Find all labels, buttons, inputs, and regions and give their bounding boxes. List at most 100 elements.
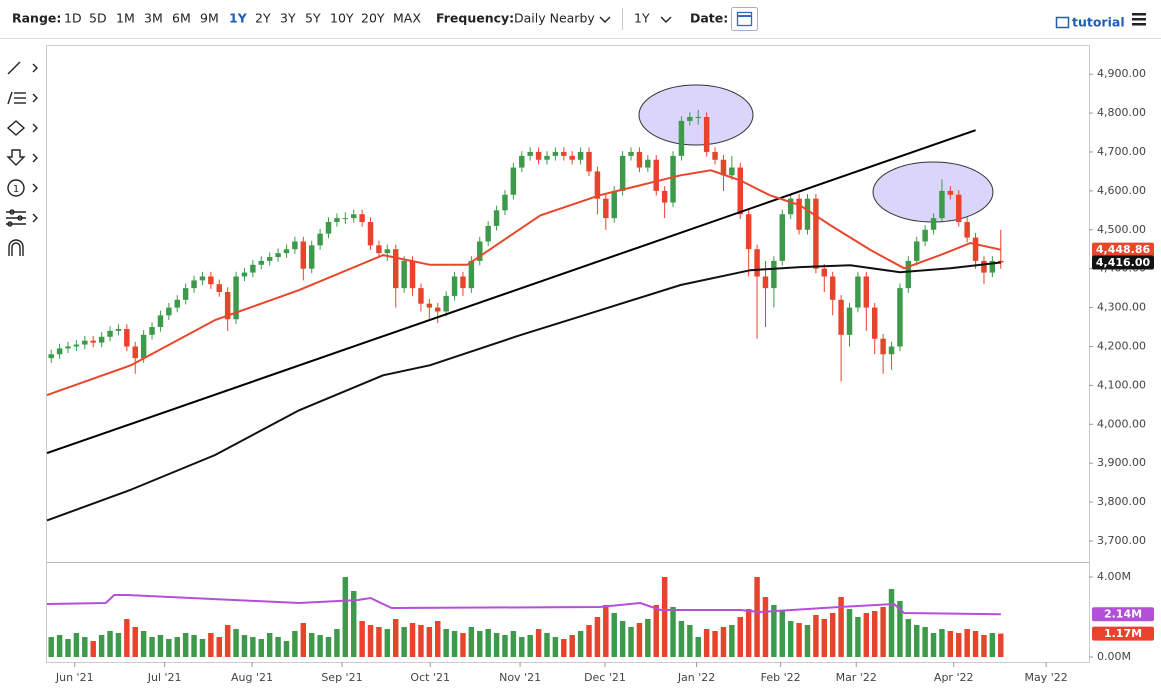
candle-body [73, 344, 80, 347]
volume-bar [863, 613, 870, 657]
tool-expand[interactable] [32, 183, 38, 193]
tool-shape[interactable] [6, 120, 26, 136]
range-button[interactable]: 5D [89, 11, 107, 26]
tool-fib[interactable] [7, 91, 26, 105]
candle-body [409, 260, 416, 289]
dropdown-chevron[interactable] [660, 16, 672, 23]
candle-body [48, 354, 54, 359]
candle-body [115, 328, 122, 331]
volume-bar [855, 617, 861, 657]
candle-body [376, 245, 382, 254]
candle-body [838, 299, 844, 335]
volume-bar [998, 633, 1004, 657]
calendar-icon[interactable] [736, 11, 753, 27]
candle-body [914, 241, 920, 261]
tutorial-link[interactable]: tutorial [1072, 15, 1125, 30]
candle-body [888, 346, 895, 355]
candle-body [191, 280, 197, 289]
volume-bar [922, 627, 928, 657]
volume-bar [544, 633, 550, 657]
candle-body [90, 340, 96, 343]
y-tick-label: 0.00M [1097, 650, 1131, 663]
y-tick-label: 4,800.00 [1097, 106, 1146, 119]
candle-body [787, 198, 794, 215]
tool-measure[interactable] [6, 209, 26, 227]
tool-line[interactable] [7, 61, 21, 75]
tool-arrow[interactable] [6, 149, 26, 166]
frequency-label: Frequency: [436, 11, 514, 26]
volume-bar [157, 635, 164, 657]
candle-body [359, 214, 365, 223]
range-buttons: 1D 5D 1M 3M 6M 9M 1Y 2Y 3Y 5Y 10Y 20Y MA… [64, 11, 421, 26]
volume-bar [460, 633, 466, 657]
volume-bar [384, 629, 391, 657]
volume-bar [191, 635, 197, 657]
tool-expand[interactable] [32, 93, 38, 103]
volume-bar [182, 633, 189, 657]
tool-magnet[interactable] [8, 239, 24, 256]
candle-body [653, 159, 659, 191]
volume-bar [107, 631, 113, 657]
calendar-frame[interactable] [731, 7, 758, 31]
range-button[interactable]: 3Y [280, 11, 296, 26]
range-button[interactable]: 1D [64, 11, 82, 26]
volume-value-label: 1.17M [1104, 627, 1142, 640]
period-select[interactable]: 1Y [634, 11, 650, 26]
candle-body [762, 276, 769, 289]
tool-expand[interactable] [32, 213, 38, 223]
menu-bar[interactable] [1132, 18, 1146, 21]
range-button[interactable]: 3M [144, 11, 163, 26]
range-label: Range: [12, 11, 61, 26]
range-button[interactable]: 2Y [255, 11, 271, 26]
range-button[interactable]: 5Y [305, 11, 321, 26]
volume-bar [577, 631, 584, 657]
tutorial-icon[interactable] [1055, 16, 1070, 29]
volume-bar [124, 619, 130, 657]
tool-expand[interactable] [32, 63, 38, 73]
range-button[interactable]: 10Y [330, 11, 354, 26]
candle-body [527, 151, 533, 156]
volume-bar [493, 633, 500, 657]
candle-body [586, 151, 592, 172]
volume-bar [519, 637, 525, 657]
candle-body [166, 307, 172, 316]
candle-body [535, 151, 542, 160]
candle-body [703, 116, 710, 152]
frequency-select[interactable]: Daily Nearby [514, 11, 595, 26]
candle-body [510, 167, 517, 195]
volume-bar [981, 635, 987, 657]
range-button[interactable]: MAX [393, 11, 421, 26]
volume-bar [535, 629, 542, 657]
y-tick-label: 4,100.00 [1097, 378, 1146, 391]
dropdown-chevron[interactable] [599, 16, 611, 23]
candle-body [275, 253, 281, 258]
range-button[interactable]: 1Y [229, 11, 248, 26]
tool-expand[interactable] [32, 153, 38, 163]
candle-body [695, 116, 701, 118]
volume-bar [871, 611, 878, 657]
calendar-button[interactable] [731, 7, 758, 31]
menu-bar[interactable] [1132, 13, 1146, 16]
volume-bar [813, 615, 819, 657]
volume-bar [65, 639, 71, 657]
menu-button[interactable] [1132, 13, 1146, 26]
volume-bar [821, 619, 828, 657]
volume-bar [603, 605, 609, 657]
volume-bar [409, 623, 416, 657]
candle-body [779, 214, 786, 261]
range-button[interactable]: 9M [200, 11, 219, 26]
volume-bar [266, 633, 273, 657]
volume-bar [619, 621, 626, 657]
candle-body [670, 155, 676, 203]
menu-bar[interactable] [1132, 23, 1146, 26]
candle-body [502, 194, 508, 211]
range-button[interactable]: 20Y [361, 11, 385, 26]
volume-bar [930, 633, 937, 657]
volume-bar [745, 609, 752, 657]
volume-bar [393, 619, 399, 657]
range-button[interactable]: 1M [116, 11, 135, 26]
volume-bar [350, 591, 357, 657]
tool-expand[interactable] [32, 123, 38, 133]
tool-annotation[interactable] [7, 179, 25, 197]
range-button[interactable]: 6M [172, 11, 191, 26]
